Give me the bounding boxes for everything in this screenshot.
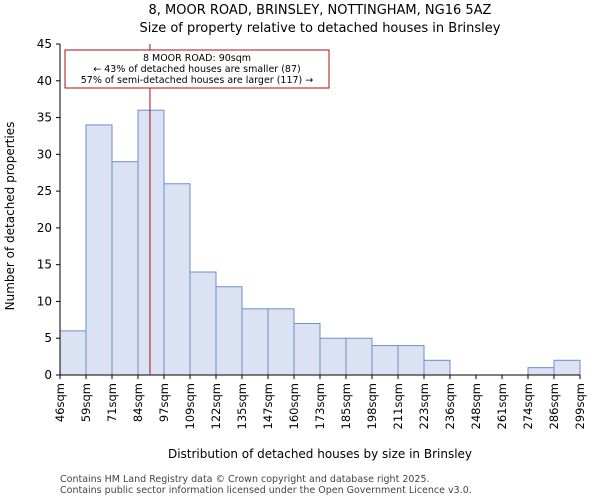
x-tick-label: 223sqm xyxy=(417,383,431,429)
x-tick-label: 274sqm xyxy=(521,383,535,429)
y-tick-label: 15 xyxy=(37,258,52,272)
x-tick-label: 211sqm xyxy=(391,383,405,429)
bar-135sqm xyxy=(241,308,269,376)
bar-286sqm xyxy=(553,359,581,376)
x-tick-label: 248sqm xyxy=(469,383,483,429)
y-axis-label: Number of detached properties xyxy=(3,122,17,311)
annotation-box xyxy=(64,49,330,89)
bar-59sqm xyxy=(85,124,113,376)
x-tick-label: 236sqm xyxy=(443,383,457,429)
bar-160sqm xyxy=(293,323,321,376)
bar-97sqm xyxy=(163,183,191,376)
y-tick-label: 0 xyxy=(44,368,52,382)
bar-198sqm xyxy=(371,345,399,376)
x-tick-label: 185sqm xyxy=(339,383,353,429)
x-tick-label: 261sqm xyxy=(495,383,509,429)
bar-223sqm xyxy=(423,359,451,376)
x-tick-label: 160sqm xyxy=(287,383,301,429)
x-tick-label: 46sqm xyxy=(53,383,67,422)
y-tick-label: 30 xyxy=(37,147,52,161)
x-tick-label: 135sqm xyxy=(235,383,249,429)
annotation-line-1: 8 MOOR ROAD: 90sqm xyxy=(143,53,251,64)
x-tick-label: 84sqm xyxy=(131,383,145,422)
bar-46sqm xyxy=(59,330,87,376)
y-tick-label: 40 xyxy=(37,74,52,88)
y-ticks-group: 0 5 10 15 20 25 30 35 40 45 xyxy=(37,37,60,382)
x-tick-label: 299sqm xyxy=(573,383,587,429)
chart-subtitle: Size of property relative to detached ho… xyxy=(140,21,501,36)
chart-title: 8, MOOR ROAD, BRINSLEY, NOTTINGHAM, NG16… xyxy=(149,3,492,18)
y-tick-label: 45 xyxy=(37,37,52,51)
x-tick-label: 97sqm xyxy=(157,383,171,422)
x-tick-label: 122sqm xyxy=(209,383,223,429)
x-ticks-group: 46sqm 59sqm 71sqm 84sqm 97sqm 109sqm 122sqm 135… xyxy=(53,375,587,429)
x-tick-label: 71sqm xyxy=(105,383,119,422)
x-tick-label: 109sqm xyxy=(183,383,197,429)
x-tick-label: 286sqm xyxy=(547,383,561,429)
y-tick-label: 5 xyxy=(44,331,52,345)
x-tick-label: 59sqm xyxy=(79,383,93,422)
bar-147sqm xyxy=(267,308,295,376)
y-tick-label: 20 xyxy=(37,221,52,235)
bar-173sqm xyxy=(319,337,347,376)
y-tick-label: 10 xyxy=(37,294,52,308)
bars-group xyxy=(59,109,581,376)
bar-71sqm xyxy=(111,161,139,376)
y-tick-label: 35 xyxy=(37,111,52,125)
footer-line-2: Contains public sector information licen… xyxy=(60,485,472,496)
y-tick-label: 25 xyxy=(37,184,52,198)
annotation-line-3: 57% of semi-detached houses are larger (… xyxy=(81,75,314,86)
annotation-line-2: ← 43% of detached houses are smaller (87… xyxy=(93,64,300,75)
bar-84sqm xyxy=(137,109,165,376)
x-tick-label: 198sqm xyxy=(365,383,379,429)
x-axis-label: Distribution of detached houses by size … xyxy=(168,447,472,461)
bar-185sqm xyxy=(345,337,373,376)
bar-109sqm xyxy=(189,271,217,376)
bar-274sqm xyxy=(527,367,555,376)
bar-122sqm xyxy=(215,286,243,376)
x-tick-label: 173sqm xyxy=(313,383,327,429)
bar-211sqm xyxy=(397,345,425,376)
footer-line-1: Contains HM Land Registry data © Crown c… xyxy=(60,474,430,485)
x-tick-label: 147sqm xyxy=(261,383,275,429)
